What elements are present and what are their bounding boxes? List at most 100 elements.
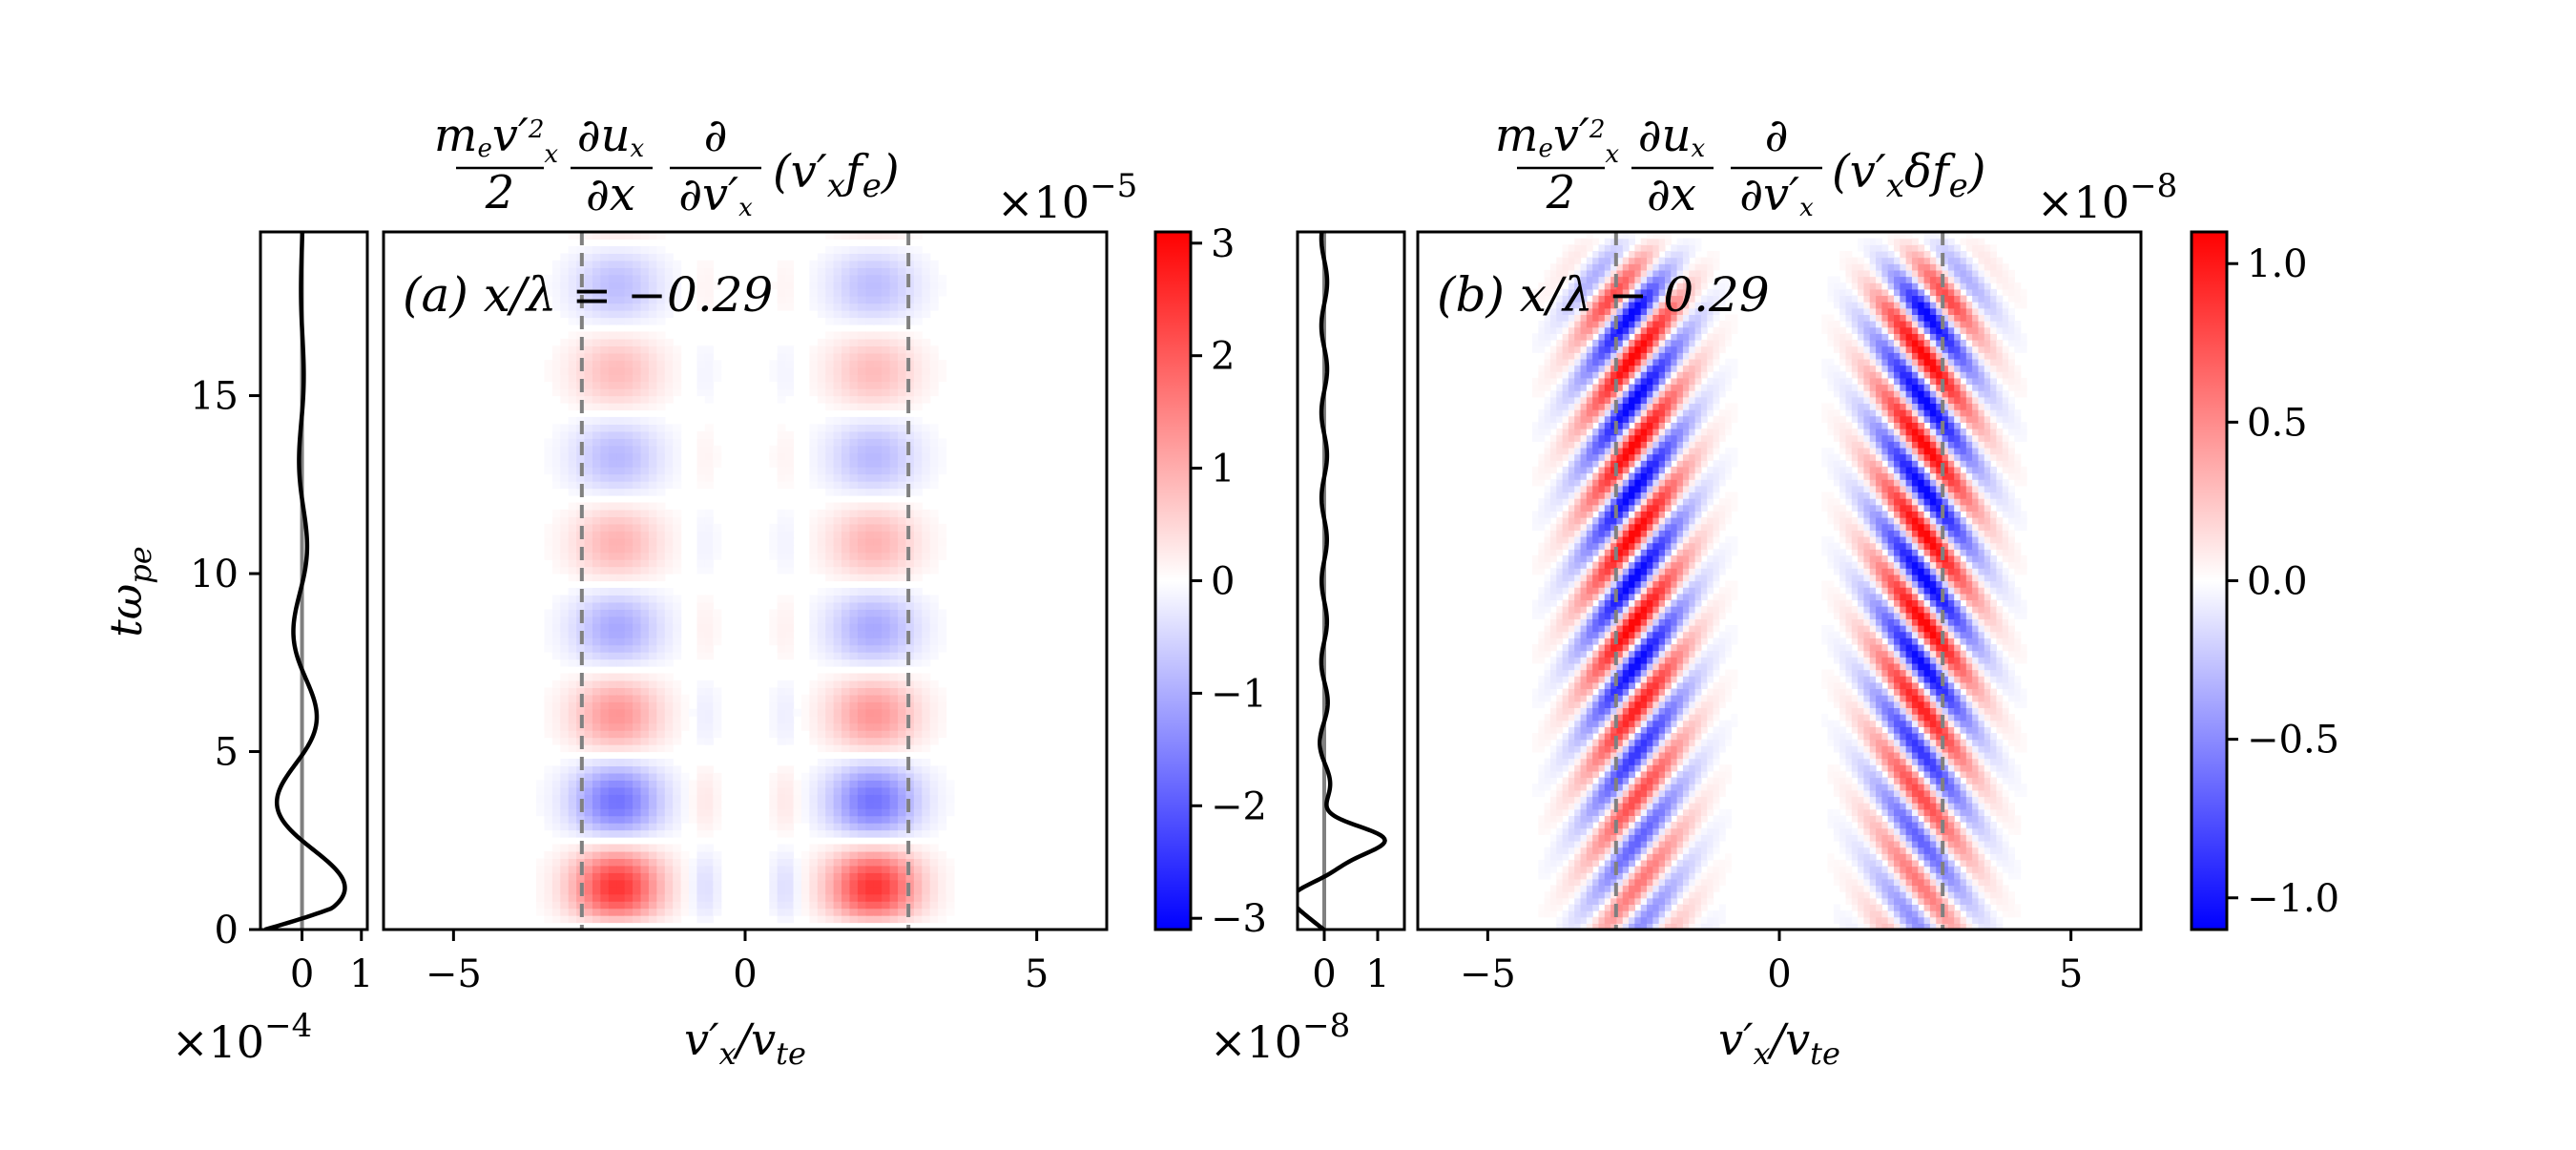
y-tick-label: 5 — [215, 731, 239, 775]
heatmap-cell — [536, 866, 545, 873]
heatmap-cell — [801, 887, 810, 894]
heatmap-cell — [536, 872, 545, 880]
heatmap-cell — [1605, 651, 1611, 658]
heatmap-cell — [1581, 422, 1588, 429]
heatmap-cell — [874, 438, 883, 446]
heatmap-cell — [1629, 867, 1635, 873]
heatmap-cell — [1581, 384, 1588, 390]
heatmap-cell — [649, 780, 657, 787]
heatmap-cell — [1605, 435, 1611, 442]
heatmap-cell — [914, 595, 923, 602]
heatmap-cell — [1605, 524, 1611, 531]
heatmap-cell — [609, 446, 617, 453]
heatmap-cell — [673, 830, 681, 838]
heatmap-cell — [1629, 822, 1635, 828]
heatmap-cell — [930, 773, 939, 781]
heatmap-cell — [592, 631, 601, 638]
heatmap-cell — [778, 609, 786, 617]
heatmap-cell — [1545, 663, 1551, 670]
heatmap-cell — [1556, 796, 1563, 803]
heatmap-cell — [1634, 917, 1641, 924]
heatmap-cell — [890, 524, 899, 532]
heatmap-cell — [1587, 872, 1593, 879]
heatmap-cell — [898, 887, 906, 894]
heatmap-cell — [794, 901, 802, 909]
heatmap-cell — [569, 602, 577, 610]
heatmap-cell — [1623, 841, 1630, 847]
heatmap-cell — [858, 296, 866, 303]
heatmap-cell — [1574, 244, 1581, 251]
heatmap-cell — [1605, 441, 1611, 448]
heatmap-cell — [1605, 695, 1611, 701]
heatmap-cell — [641, 915, 650, 923]
heatmap-cell — [882, 872, 890, 880]
heatmap-cell — [930, 567, 939, 575]
heatmap-cell — [922, 709, 930, 717]
heatmap-cell — [600, 872, 609, 880]
heatmap-cell — [1563, 879, 1569, 886]
heatmap-cell — [865, 489, 874, 496]
heatmap-cell — [649, 446, 657, 453]
heatmap-cell — [849, 744, 858, 752]
heatmap-cell — [1605, 790, 1611, 797]
heatmap-cell — [1563, 587, 1569, 594]
heatmap-cell — [890, 844, 899, 851]
heatmap-cell — [552, 388, 561, 396]
heatmap-cell — [841, 645, 850, 653]
heatmap-cell — [938, 617, 946, 624]
heatmap-cell — [1563, 479, 1569, 486]
heatmap-cell — [633, 631, 641, 638]
heatmap-cell — [1592, 860, 1599, 867]
heatmap-cell — [922, 894, 930, 902]
heatmap-cell — [641, 588, 650, 596]
heatmap-cell — [922, 872, 930, 880]
heatmap-cell — [882, 744, 890, 752]
heatmap-cell — [1623, 891, 1630, 898]
heatmap-cell — [834, 858, 842, 866]
heatmap-cell — [696, 738, 705, 745]
heatmap-cell — [922, 474, 930, 482]
heatmap-cell — [890, 424, 899, 431]
heatmap-cell — [882, 909, 890, 916]
heatmap-cell — [600, 887, 609, 894]
heatmap-cell — [1610, 771, 1617, 778]
heatmap-cell — [865, 638, 874, 645]
heatmap-cell — [778, 816, 786, 824]
heatmap-cell — [552, 901, 561, 909]
heatmap-cell — [656, 481, 665, 489]
heatmap-cell — [1629, 778, 1635, 784]
heatmap-cell — [938, 816, 946, 824]
heatmap-cell — [882, 794, 890, 802]
heatmap-cell — [890, 438, 899, 446]
heatmap-cell — [1574, 333, 1581, 340]
heatmap-cell — [1610, 371, 1617, 378]
heatmap-cell — [938, 467, 946, 474]
heatmap-cell — [914, 318, 923, 325]
heatmap-cell — [825, 765, 834, 773]
heatmap-cell — [898, 553, 906, 560]
heatmap-cell — [544, 730, 552, 738]
heatmap-cell — [1629, 479, 1635, 486]
heatmap-cell — [914, 887, 923, 894]
heatmap-cell — [785, 787, 794, 795]
heatmap-cell — [825, 759, 834, 766]
heatmap-cell — [834, 474, 842, 482]
heatmap-cell — [1599, 606, 1606, 613]
heatmap-cell — [930, 431, 939, 439]
heatmap-cell — [1568, 346, 1575, 353]
heatmap-cell — [834, 765, 842, 773]
heatmap-cell — [649, 467, 657, 474]
heatmap-cell — [1574, 258, 1581, 264]
heatmap-cell — [1587, 390, 1593, 397]
heatmap-cell — [1587, 473, 1593, 480]
heatmap-cell — [930, 382, 939, 389]
heatmap-cell — [849, 524, 858, 532]
heatmap-cell — [625, 844, 634, 851]
heatmap-cell — [778, 701, 786, 709]
heatmap-cell — [922, 773, 930, 781]
heatmap-cell — [656, 246, 665, 254]
heatmap-cell — [585, 687, 593, 695]
heatmap-cell — [769, 823, 778, 830]
heatmap-cell — [569, 716, 577, 723]
heatmap-cell — [1592, 726, 1599, 733]
